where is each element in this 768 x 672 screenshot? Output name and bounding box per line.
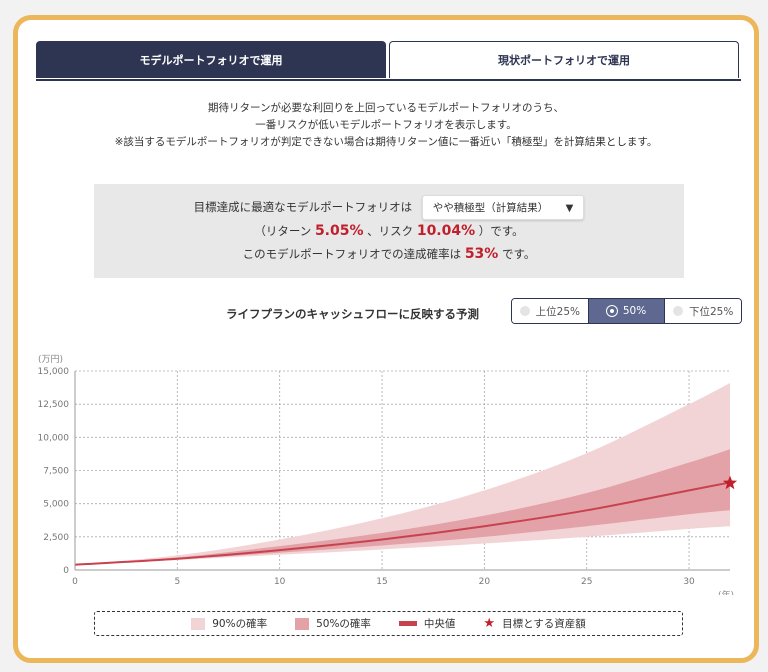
y-tick-label: 7,500 [43,467,69,477]
return-risk-row: （リターン 5.05% 、リスク 10.04% ）です。 [94,223,684,239]
description-line: ※該当するモデルポートフォリオが判定できない場合は期待リターン値に一番近い「積極… [114,136,658,148]
option-upper25[interactable]: 上位25% [512,299,588,323]
tab-current-portfolio[interactable]: 現状ポートフォリオで運用 [389,41,739,78]
legend-label: 目標とする資産額 [502,618,586,630]
legend-item-target: ★ 目標とする資産額 [483,616,585,631]
x-tick-label: 0 [72,577,78,587]
radio-icon [519,306,530,316]
probability-row: このモデルポートフォリオでの達成確率は 53% です。 [94,246,684,262]
x-axis-unit: (年) [718,589,734,595]
forecast-toggle: 上位25% 50% 下位25% [511,298,742,324]
legend-swatch [191,617,206,630]
forecast-title: ライフプランのキャッシュフローに反映する予測 [226,307,479,321]
option-lower25[interactable]: 下位25% [664,299,741,323]
y-tick-label: 10,000 [38,433,70,443]
y-axis-unit: (万円) [38,354,63,365]
portfolio-select[interactable]: やや積極型（計算結果） ▼ [421,195,585,220]
option-median50[interactable]: 50% [587,299,665,323]
median-line [74,481,731,566]
tab-model-portfolio[interactable]: モデルポートフォリオで運用 [36,41,386,78]
x-tick-label: 20 [479,577,491,587]
legend-swatch [398,621,417,626]
probability-suffix: です。 [501,247,536,261]
description-line: 一番リスクが低いモデルポートフォリオを表示します。 [255,119,517,131]
radio-icon [673,306,683,316]
option-label: 上位25% [535,305,580,318]
y-tick-label: 15,000 [38,367,70,377]
x-tick-label: 15 [376,577,387,587]
risk-suffix: ）です。 [478,224,524,238]
legend-item-90: 90%の確率 [191,616,267,631]
x-tick-label: 5 [174,577,180,587]
legend-item-50: 50%の確率 [295,616,371,631]
description-line: 期待リターンが必要な利回りを上回っているモデルポートフォリオのうち、 [208,102,564,114]
dropdown-arrow-icon: ▼ [565,203,574,214]
chart-legend: 90%の確率 50%の確率 中央値 ★ 目標とする資産額 [94,611,683,636]
risk-value: 10.04% [416,223,476,239]
x-tick-label: 10 [274,577,286,587]
probability-value: 53% [464,246,499,262]
radio-icon [606,306,617,316]
target-star-icon [722,475,738,490]
return-label: （リターン [254,224,312,238]
asset-forecast-chart: (万円) (年) 0 2,500 5,000 7,500 10,000 12,500 15,00… [38,354,738,595]
x-tick-label: 25 [581,577,592,587]
star-icon: ★ [483,616,496,631]
legend-label: 中央値 [423,618,456,630]
risk-label: 、リスク [367,224,414,238]
y-tick-label: 12,500 [38,400,70,410]
return-value: 5.05% [314,223,364,239]
tab-bar: モデルポートフォリオで運用 現状ポートフォリオで運用 [36,41,741,81]
legend-item-median: 中央値 [398,616,456,631]
option-label: 下位25% [689,305,734,318]
y-tick-label: 2,500 [43,533,69,543]
legend-label: 50%の確率 [316,618,371,630]
y-tick-label: 0 [63,566,69,576]
main-panel: モデルポートフォリオで運用 現状ポートフォリオで運用 期待リターンが必要な利回り… [13,15,759,663]
band-50-area [75,449,730,565]
y-tick-label: 5,000 [43,500,69,510]
probability-label: このモデルポートフォリオでの達成確率は [242,247,462,261]
x-tick-label: 30 [683,577,695,587]
portfolio-select-value: やや積極型（計算結果） [432,202,549,214]
legend-label: 90%の確率 [212,618,268,630]
description: 期待リターンが必要な利回りを上回っているモデルポートフォリオのうち、 一番リスク… [18,100,754,151]
option-label: 50% [622,305,647,317]
result-summary: 目標達成に最適なモデルポートフォリオは やや積極型（計算結果） ▼ （リターン … [94,184,684,278]
portfolio-select-row: 目標達成に最適なモデルポートフォリオは やや積極型（計算結果） ▼ [94,195,684,220]
portfolio-label: 目標達成に最適なモデルポートフォリオは [193,200,413,214]
legend-swatch [295,617,310,630]
